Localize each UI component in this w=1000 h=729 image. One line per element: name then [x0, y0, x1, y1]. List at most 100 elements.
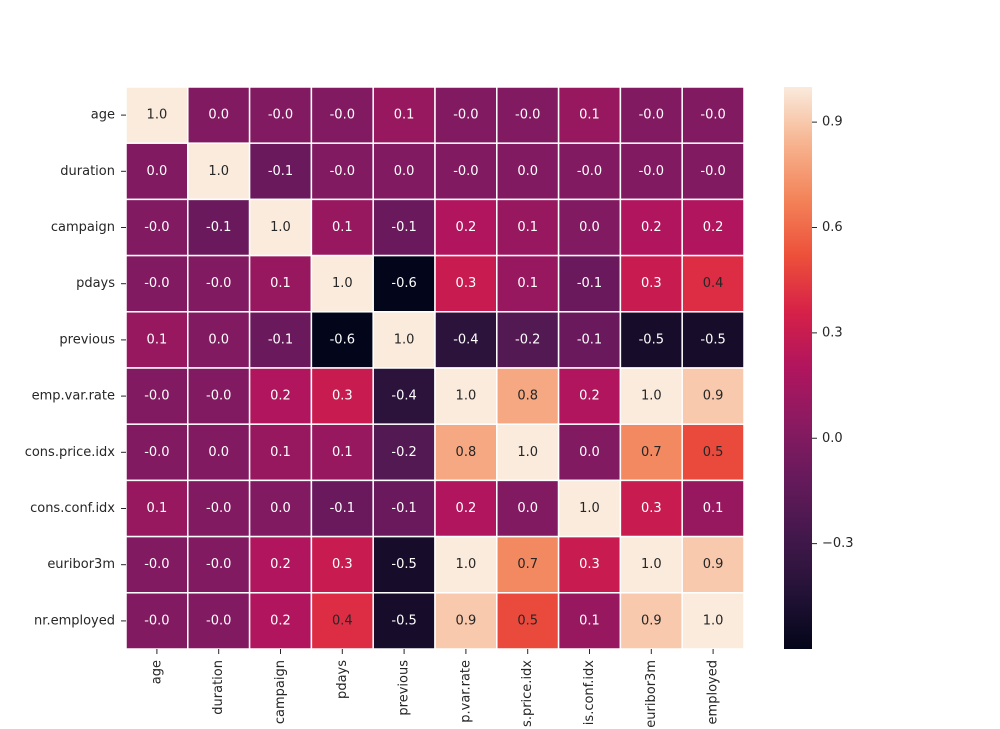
cell-value-label: -0.1	[330, 501, 355, 516]
cell-value-label: 0.1	[394, 108, 415, 123]
heatmap-cell	[310, 367, 374, 425]
cell-value-label: 0.7	[641, 445, 662, 460]
heatmap-cell	[681, 423, 745, 482]
x-tick-label: duration	[211, 660, 226, 715]
cell-value-label: 0.9	[703, 389, 724, 404]
cell-value-label: 0.1	[270, 445, 291, 460]
heatmap-cell	[125, 254, 189, 313]
heatmap-cell	[434, 86, 498, 144]
cell-value-label: 1.0	[332, 276, 353, 291]
heatmap-cell	[187, 86, 251, 144]
cell-value-label: 0.5	[517, 613, 538, 628]
heatmap-cell	[619, 311, 683, 369]
colorbar-tick-label: 0.0	[822, 431, 843, 446]
heatmap-cells	[125, 86, 745, 650]
heatmap-cell	[310, 535, 374, 594]
heatmap-cell	[310, 479, 374, 538]
cell-value-label: 0.9	[641, 613, 662, 628]
colorbar-ticks: 0.9 0.6 0.3 0.0 −0.3	[812, 115, 854, 551]
cell-value-label: -0.1	[391, 220, 416, 235]
cell-value-label: 0.2	[270, 389, 291, 404]
cell-value-label: 0.1	[147, 332, 168, 347]
cell-value-label: -0.0	[577, 164, 602, 179]
cell-value-label: 0.0	[147, 164, 168, 179]
heatmap-cell	[187, 198, 251, 257]
cell-value-label: 1.0	[147, 108, 168, 123]
cell-value-label: -0.0	[206, 276, 231, 291]
cell-value-label: 0.3	[456, 276, 477, 291]
x-tick-label: previous	[397, 660, 412, 716]
y-tick-label: cons.conf.idx	[30, 501, 115, 516]
heatmap-cell	[372, 367, 436, 425]
heatmap-cell	[125, 592, 189, 650]
cell-value-label: 0.8	[456, 445, 477, 460]
heatmap-cell	[496, 254, 560, 313]
cell-value-label: -0.0	[206, 613, 231, 628]
heatmap-cell	[496, 535, 560, 594]
cell-value-label: -0.0	[639, 164, 664, 179]
cell-value-label: -0.6	[391, 276, 416, 291]
heatmap-cell	[187, 142, 251, 201]
y-tick-label: pdays	[76, 276, 115, 291]
heatmap-cell	[557, 592, 622, 650]
heatmap-cell	[434, 592, 498, 650]
cell-value-label: 0.2	[703, 220, 724, 235]
cell-value-label: 0.1	[332, 445, 353, 460]
y-tick-label: emp.var.rate	[32, 389, 115, 404]
cell-value-label: 0.1	[270, 276, 291, 291]
cell-value-label: -0.0	[515, 108, 540, 123]
cell-value-label: 0.3	[641, 501, 662, 516]
heatmap-cell	[125, 198, 189, 257]
x-tick-label: is.conf.idx	[582, 660, 597, 725]
cell-value-label: -0.6	[330, 332, 355, 347]
heatmap-cell	[681, 592, 745, 650]
heatmap-cell	[681, 311, 745, 369]
x-tick-label: campaign	[273, 660, 288, 724]
cell-value-label: -0.1	[391, 501, 416, 516]
heatmap-cell	[372, 592, 436, 650]
heatmap-cell	[187, 479, 251, 538]
heatmap-cell	[681, 254, 745, 313]
cell-value-label: 0.1	[579, 108, 600, 123]
heatmap-cell	[372, 535, 436, 594]
x-tick-label: p.var.rate	[458, 660, 473, 723]
heatmap-cell	[681, 142, 745, 201]
heatmap-cell	[187, 311, 251, 369]
cell-value-label: 0.2	[579, 389, 600, 404]
cell-value-label: 0.1	[517, 220, 538, 235]
cell-value-label: 1.0	[456, 389, 477, 404]
cell-value-label: 0.0	[208, 108, 229, 123]
cell-annotations: 1.0 0.0 -0.0 -0.0 0.1 -0.0 -0.0 0.1 -0.0 -0.0 0.0 1…	[144, 108, 726, 629]
heatmap-cell	[557, 423, 622, 482]
heatmap-cell	[125, 423, 189, 482]
cell-value-label: 1.0	[394, 332, 415, 347]
heatmap-cell	[557, 535, 622, 594]
cell-value-label: 0.0	[517, 501, 538, 516]
cell-value-label: 1.0	[208, 164, 229, 179]
y-tick-label: campaign	[51, 220, 115, 235]
colorbar	[784, 87, 812, 649]
cell-value-label: -0.4	[453, 332, 478, 347]
cell-value-label: 1.0	[641, 389, 662, 404]
heatmap-cell	[434, 254, 498, 313]
heatmap-cell	[619, 535, 683, 594]
cell-value-label: 0.2	[456, 501, 477, 516]
heatmap-cell	[681, 479, 745, 538]
cell-value-label: -0.5	[700, 332, 725, 347]
cell-value-label: -0.0	[144, 220, 169, 235]
heatmap-cell	[372, 311, 436, 369]
heatmap-cell	[681, 86, 745, 144]
heatmap-cell	[557, 479, 622, 538]
cell-value-label: -0.2	[391, 445, 416, 460]
heatmap-cell	[248, 479, 313, 538]
heatmap-cell	[619, 592, 683, 650]
heatmap-cell	[557, 311, 622, 369]
x-tick-label: pdays	[335, 660, 350, 699]
cell-value-label: -0.4	[391, 389, 416, 404]
cell-value-label: 0.8	[517, 389, 538, 404]
heatmap-cell	[310, 142, 374, 201]
cell-value-label: -0.0	[330, 164, 355, 179]
heatmap-cell	[557, 198, 622, 257]
cell-value-label: 0.4	[703, 276, 724, 291]
